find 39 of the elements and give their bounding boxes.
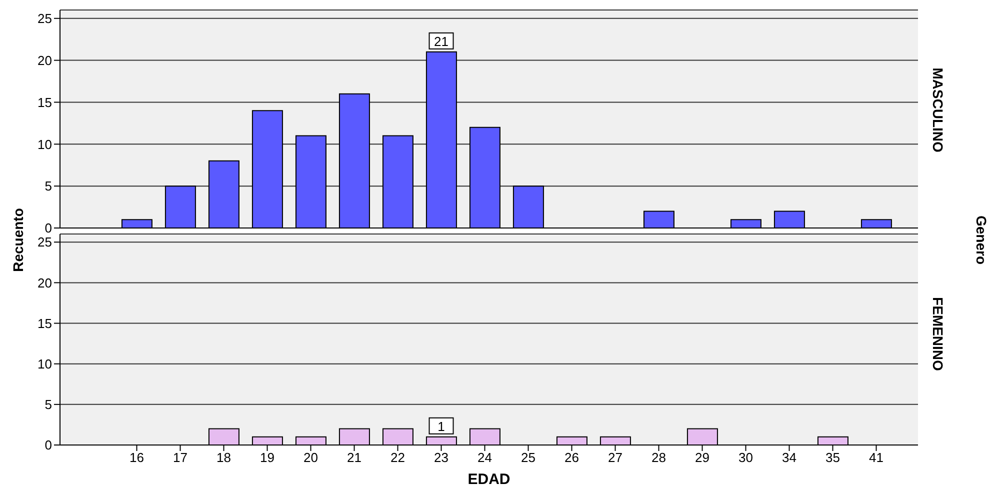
x-tick-label: 22 <box>390 450 405 466</box>
x-tick-label: 27 <box>608 450 622 466</box>
y-tick-label: 25 <box>38 234 52 250</box>
x-tick-label: 34 <box>782 450 796 466</box>
y-tick-label: 5 <box>44 178 52 194</box>
y-tick-label: 15 <box>38 94 52 110</box>
x-tick-label: 16 <box>130 450 144 466</box>
x-tick-label: 25 <box>521 450 536 466</box>
x-tick-label: 24 <box>478 450 492 466</box>
y-tick-label: 20 <box>38 275 52 290</box>
y-tick-label: 10 <box>38 136 52 152</box>
y2-axis-title: FEMENINO <box>930 297 946 372</box>
x-tick-label: 29 <box>695 450 710 466</box>
x-tick-label: 20 <box>304 450 318 466</box>
value-callout: 1 <box>428 417 454 434</box>
annotation: 1 <box>438 418 445 434</box>
x-tick-label: 30 <box>738 450 753 466</box>
text: Genero <box>973 215 990 265</box>
y-tick-label: 20 <box>38 52 52 68</box>
x-tick-label: 26 <box>564 450 579 466</box>
y-tick-label: 0 <box>44 438 52 453</box>
x-tick-label: 17 <box>173 450 188 466</box>
y-tick-label: 25 <box>38 11 52 26</box>
y2-axis-title: MASCULINO <box>930 68 946 152</box>
x-tick-label: 41 <box>869 450 884 466</box>
x-tick-label: 19 <box>260 450 274 466</box>
y-tick-label: 5 <box>44 397 52 412</box>
y-tick-label: 10 <box>38 356 52 372</box>
y-tick-label: 0 <box>44 220 52 236</box>
annotation: 21 <box>434 34 448 49</box>
y-tick-label: 15 <box>38 316 52 331</box>
x-tick-label: 18 <box>216 450 231 466</box>
value-callout: 21 <box>428 32 454 50</box>
x-tick-label: 23 <box>434 450 448 466</box>
x-tick-label: 28 <box>652 450 666 466</box>
x-tick-label: 21 <box>347 450 362 466</box>
x-tick-label: 35 <box>826 450 840 466</box>
y-axis-title: Recuento <box>10 208 26 272</box>
x-axis-title: EDAD <box>466 471 512 488</box>
